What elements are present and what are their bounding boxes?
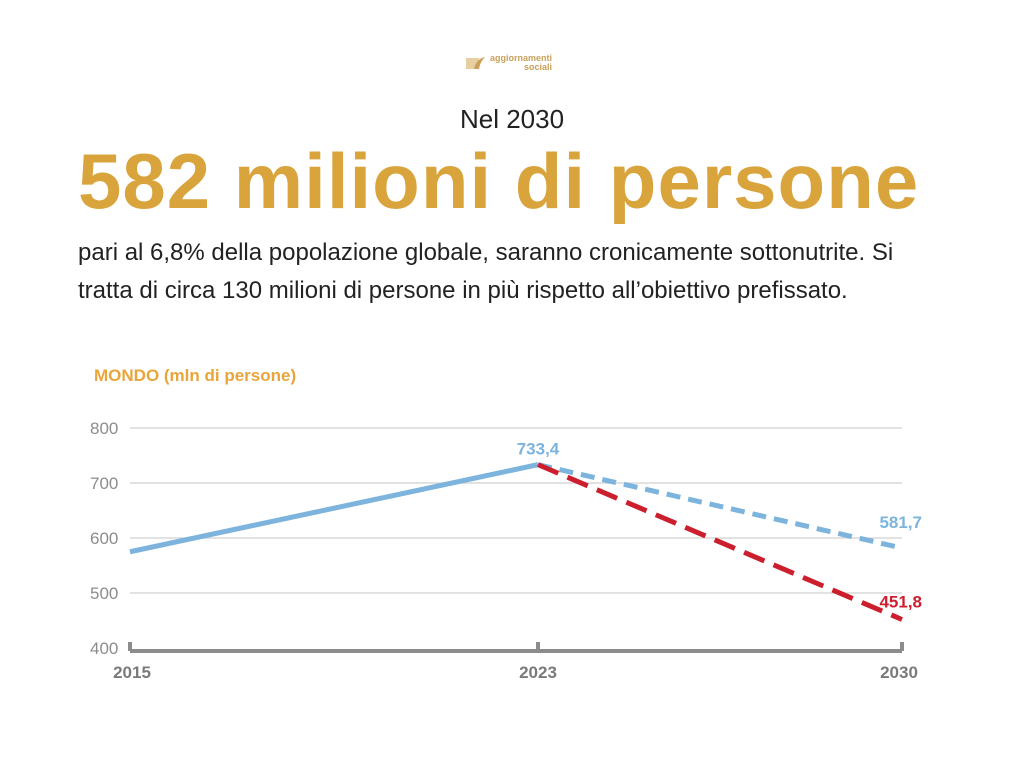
y-tick-label: 600 — [90, 529, 118, 548]
series-line-2 — [537, 462, 903, 551]
line-chart: 400 500 600 700 800 2015 2023 2030 733,4 581,7 451… — [90, 419, 922, 682]
logo-text-line1: aggiornamenti — [490, 53, 553, 63]
y-tick-label: 700 — [90, 474, 118, 493]
logo-mark-icon — [466, 57, 485, 69]
body-paragraph: pari al 6,8% della popolazione globale, … — [78, 239, 894, 304]
data-label-1: 733,4 — [517, 440, 560, 459]
data-label-2: 581,7 — [879, 513, 922, 532]
headline: 582 milioni di persone — [78, 137, 920, 225]
y-tick-label: 500 — [90, 584, 118, 603]
x-tick-label: 2023 — [519, 663, 557, 682]
chart-title: MONDO (mln di persone) — [94, 366, 297, 385]
kicker-text: Nel 2030 — [459, 104, 565, 134]
series-line-1 — [129, 462, 539, 555]
publisher-logo: aggiornamenti sociali — [466, 54, 552, 72]
y-tick-label: 800 — [90, 419, 118, 438]
data-label-3: 451,8 — [879, 593, 922, 612]
x-tick-label: 2015 — [113, 663, 151, 682]
x-tick-label: 2030 — [880, 663, 918, 682]
series-line-3 — [537, 462, 903, 622]
y-tick-label: 400 — [90, 639, 118, 658]
logo-text-line2: sociali — [524, 62, 553, 72]
